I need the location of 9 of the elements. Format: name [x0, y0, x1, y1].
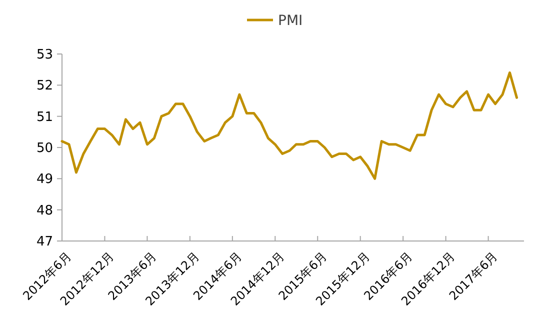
legend-label: PMI	[278, 13, 303, 29]
y-tick-label: 53	[36, 48, 53, 63]
y-tick-label: 47	[36, 234, 53, 250]
y-tick-label: 49	[36, 172, 53, 188]
y-tick-label: 52	[36, 78, 53, 94]
y-tick-label: 48	[36, 203, 53, 218]
y-tick-label: 50	[36, 141, 53, 156]
line-series	[60, 71, 518, 180]
y-tick-label: 51	[36, 110, 53, 125]
